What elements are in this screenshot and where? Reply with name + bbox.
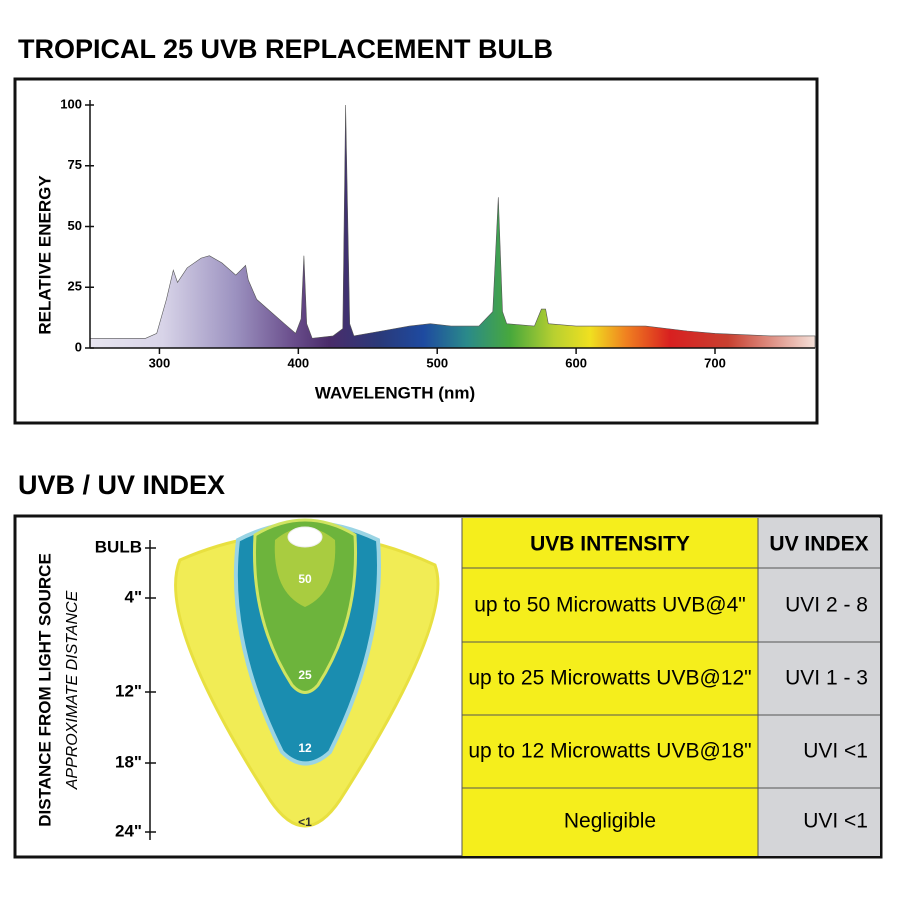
x-tick-label: 300 <box>149 355 171 370</box>
table-cell: Negligible <box>564 810 656 833</box>
chart-title: TROPICAL 25 UVB REPLACEMENT BULB <box>18 34 553 64</box>
zone-label: 12 <box>298 741 312 755</box>
section-title: UVB / UV INDEX <box>18 470 225 500</box>
table-cell: UVI 2 - 8 <box>785 594 868 617</box>
y-tick-label: 25 <box>68 279 82 294</box>
x-tick-label: 600 <box>565 355 587 370</box>
y-tick-label: 100 <box>60 96 82 111</box>
index-frame <box>13 514 883 859</box>
distance-tick-label: 18" <box>115 752 142 771</box>
distance-tick-label: 24" <box>115 821 142 840</box>
table-header: UV INDEX <box>769 533 868 556</box>
distance-tick-label: 12" <box>115 681 142 700</box>
table-header: UVB INTENSITY <box>530 533 690 556</box>
chart-frame <box>13 77 819 425</box>
x-axis-label: WAVELENGTH (nm) <box>315 383 475 402</box>
zone-label: 50 <box>298 572 312 586</box>
distance-tick-label: 4" <box>124 587 142 606</box>
table-cell: up to 12 Microwatts UVB@18" <box>468 740 751 763</box>
bulb <box>287 526 323 548</box>
zone-label: 25 <box>298 668 312 682</box>
distance-axis-sublabel: APPROXIMATE DISTANCE <box>64 590 81 790</box>
table-cell: UVI <1 <box>803 810 868 833</box>
x-tick-label: 500 <box>426 355 448 370</box>
y-tick-label: 75 <box>68 157 82 172</box>
y-tick-label: 0 <box>75 339 82 354</box>
index-column <box>758 518 880 856</box>
table-cell: up to 25 Microwatts UVB@12" <box>468 667 751 690</box>
x-tick-label: 700 <box>704 355 726 370</box>
zone-label: <1 <box>298 815 312 829</box>
spectrum-area <box>89 104 816 349</box>
zone-50 <box>274 527 336 607</box>
table-cell: UVI 1 - 3 <box>785 667 868 690</box>
table-cell: up to 50 Microwatts UVB@4" <box>474 594 746 617</box>
y-axis-label: RELATIVE ENERGY <box>35 175 54 335</box>
intensity-column <box>462 518 758 856</box>
y-tick-label: 50 <box>68 218 82 233</box>
x-tick-label: 400 <box>287 355 309 370</box>
table-cell: UVI <1 <box>803 740 868 763</box>
table-lines <box>461 518 880 856</box>
distance-tick-label: BULB <box>95 537 142 556</box>
distance-axis-label: DISTANCE FROM LIGHT SOURCE <box>35 553 54 827</box>
